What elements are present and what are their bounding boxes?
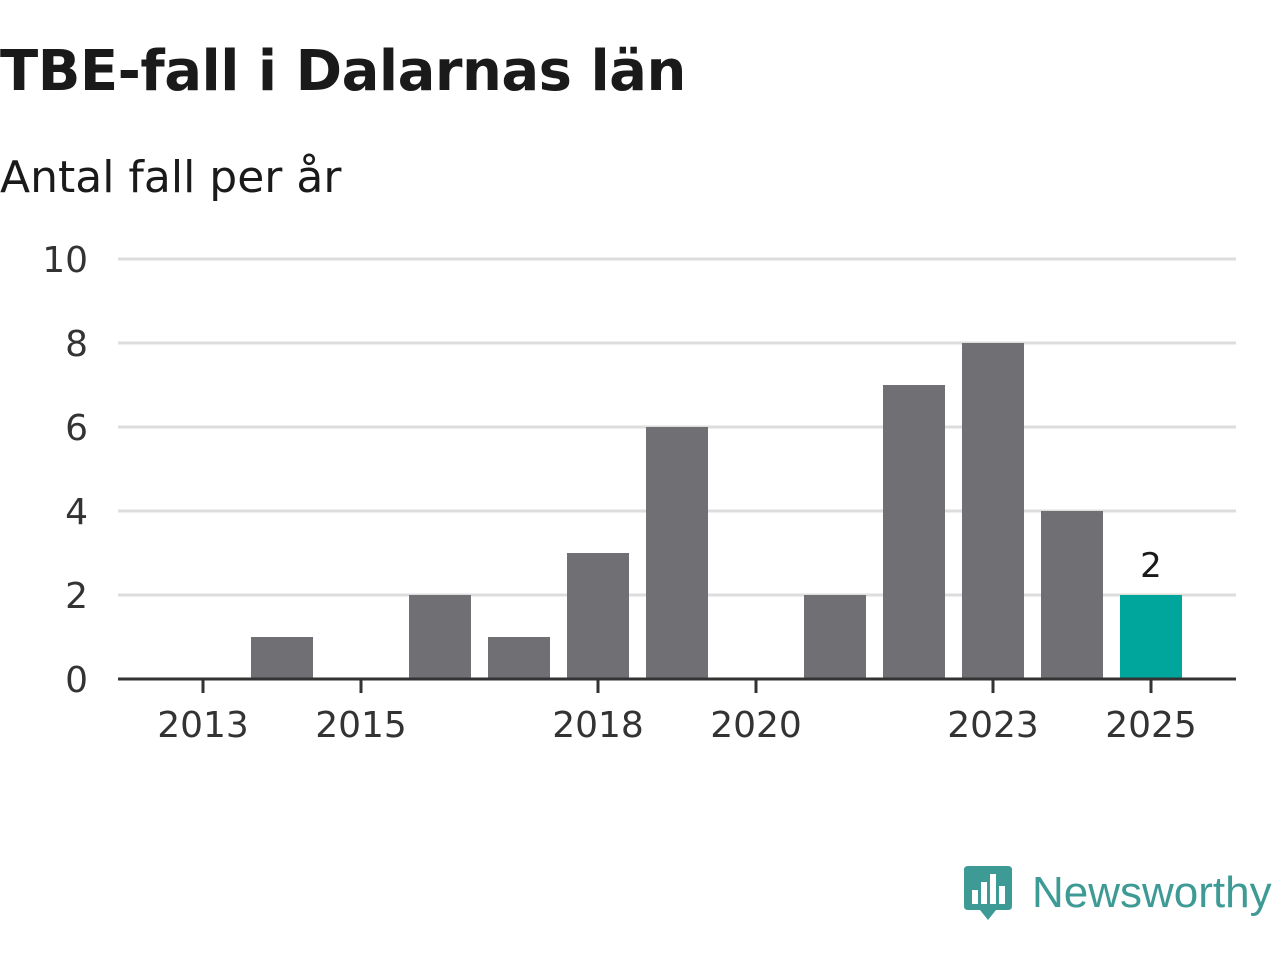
bar-2014 xyxy=(251,637,313,679)
newsworthy-logo-icon xyxy=(964,866,1012,920)
y-tick-label: 6 xyxy=(65,408,88,449)
bar-2019 xyxy=(646,427,708,679)
bar-2016 xyxy=(409,595,471,679)
brand-logo: Newsworthy xyxy=(962,862,1272,924)
chart-title: TBE-fall i Dalarnas län xyxy=(0,39,686,104)
y-tick-label: 0 xyxy=(65,660,88,701)
bar-2017 xyxy=(488,637,550,679)
y-tick-label: 2 xyxy=(65,576,88,617)
chart-subtitle: Antal fall per år xyxy=(0,152,342,203)
bar-2025 xyxy=(1120,595,1182,679)
brand-name: Newsworthy xyxy=(1032,868,1272,917)
data-label: 2 xyxy=(1140,546,1162,586)
y-tick-label: 4 xyxy=(65,492,88,533)
x-tick-label: 2015 xyxy=(315,705,407,746)
x-tick-label: 2013 xyxy=(157,705,249,746)
x-tick-label: 2020 xyxy=(710,705,802,746)
bar-2023 xyxy=(962,343,1024,679)
bar-2022 xyxy=(883,385,945,679)
bar-2021 xyxy=(804,595,866,679)
y-tick-label: 10 xyxy=(42,240,88,281)
bar-2018 xyxy=(567,553,629,679)
x-tick-label: 2025 xyxy=(1105,705,1197,746)
bar-2024 xyxy=(1041,511,1103,679)
y-tick-label: 8 xyxy=(65,324,88,365)
x-tick-label: 2023 xyxy=(947,705,1039,746)
x-tick-label: 2018 xyxy=(552,705,644,746)
